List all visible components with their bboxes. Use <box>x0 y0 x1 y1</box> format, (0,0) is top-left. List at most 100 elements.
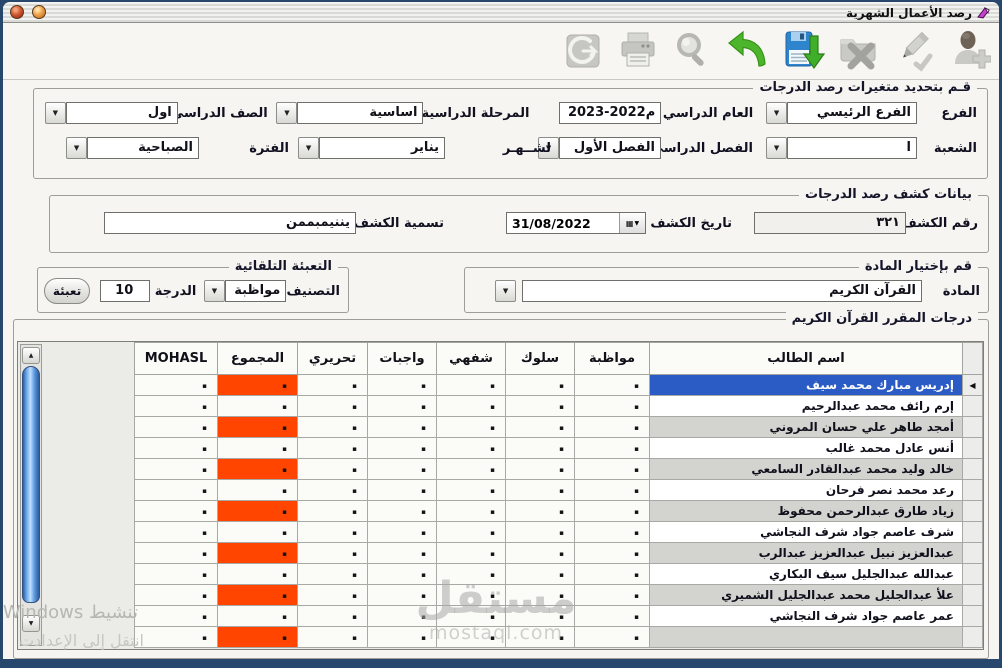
row-header[interactable] <box>962 626 983 648</box>
year-field[interactable]: 2023-2022م <box>559 102 662 124</box>
month-dropdown-icon[interactable]: ▼ <box>298 137 319 159</box>
row-header[interactable] <box>962 416 983 438</box>
add-user-icon[interactable] <box>945 27 991 75</box>
grade-cell[interactable]: ▪ <box>217 395 298 417</box>
close-button[interactable] <box>10 5 24 19</box>
grade-cell[interactable]: ▪ <box>367 626 437 648</box>
grade-cell[interactable]: ▪ <box>505 521 575 543</box>
grade-cell[interactable]: ▪ <box>297 374 368 396</box>
table-row[interactable]: خالد وليد محمد عبدالقادر السامعي ▪ ▪ ▪ ▪ ▪ ▪ ▪ <box>44 458 983 480</box>
grade-cell[interactable]: ▪ <box>297 626 368 648</box>
month-select[interactable]: يناير <box>319 137 445 159</box>
grade-cell[interactable]: ▪ <box>574 458 650 480</box>
grade-cell[interactable]: ▪ <box>505 542 575 564</box>
grade-cell[interactable]: ▪ <box>574 437 650 459</box>
branch-dropdown-icon[interactable]: ▼ <box>766 102 787 124</box>
table-row[interactable]: عمر عاصم جواد شرف النجاشي ▪ ▪ ▪ ▪ ▪ ▪ ▪ <box>44 605 983 627</box>
subject-dropdown-icon[interactable]: ▼ <box>495 280 516 302</box>
grade-cell[interactable]: ▪ <box>436 521 506 543</box>
period-dropdown-icon[interactable]: ▼ <box>66 137 87 159</box>
grade-cell[interactable]: ▪ <box>436 374 506 396</box>
grade-cell[interactable]: ▪ <box>505 437 575 459</box>
student-name-cell[interactable] <box>649 626 963 648</box>
section-dropdown-icon[interactable]: ▼ <box>766 137 787 159</box>
grade-cell[interactable]: ▪ <box>505 605 575 627</box>
column-header[interactable]: واجبات <box>367 342 437 375</box>
semester-select[interactable]: الفصل الأول <box>559 137 661 159</box>
grade-cell[interactable]: ▪ <box>574 500 650 522</box>
print-icon[interactable] <box>615 27 661 75</box>
grade-cell[interactable]: ▪ <box>134 542 218 564</box>
grade-cell[interactable]: ▪ <box>297 437 368 459</box>
grade-cell[interactable]: ▪ <box>436 542 506 564</box>
grade-cell[interactable]: ▪ <box>436 605 506 627</box>
grade-cell[interactable]: ▪ <box>297 479 368 501</box>
grade-cell[interactable]: ▪ <box>367 521 437 543</box>
grade-cell[interactable]: ▪ <box>505 563 575 585</box>
grade-cell[interactable]: ▪ <box>505 395 575 417</box>
grade-cell[interactable]: ▪ <box>505 500 575 522</box>
table-row[interactable]: علأ عبدالجليل محمد عبدالجليل الشميري ▪ ▪ ▪ ▪… <box>44 584 983 606</box>
delete-folder-x-icon[interactable] <box>835 27 881 75</box>
table-row[interactable]: إرم رائف محمد عبدالرحيم ▪ ▪ ▪ ▪ ▪ ▪ ▪ <box>44 395 983 417</box>
grade-cell[interactable]: ▪ <box>436 500 506 522</box>
student-name-cell[interactable]: عبدالعزيز نبيل عبدالعزيز عبدالرب <box>649 542 963 564</box>
student-name-cell[interactable]: عبدالله عبدالجليل سيف البكاري <box>649 563 963 585</box>
minimize-button[interactable] <box>32 5 46 19</box>
table-row[interactable]: ▪ ▪ ▪ ▪ ▪ ▪ ▪ <box>44 626 983 648</box>
student-name-cell[interactable]: زياد طارق عبدالرحمن محفوظ <box>649 500 963 522</box>
save-floppy-icon[interactable] <box>780 27 826 75</box>
autofill-category-dropdown-icon[interactable]: ▼ <box>204 280 225 302</box>
grade-cell[interactable]: ▪ <box>217 542 298 564</box>
grade-cell[interactable]: ▪ <box>367 605 437 627</box>
grade-cell[interactable]: ▪ <box>367 542 437 564</box>
grade-cell[interactable]: ▪ <box>574 395 650 417</box>
sheet-date-value[interactable]: 31/08/2022 <box>512 215 591 231</box>
stage-select[interactable]: اساسية <box>297 102 424 124</box>
grade-cell[interactable]: ▪ <box>505 374 575 396</box>
grade-cell[interactable]: ▪ <box>217 500 298 522</box>
table-row[interactable]: شرف عاصم جواد شرف النجاشي ▪ ▪ ▪ ▪ ▪ ▪ ▪ <box>44 521 983 543</box>
column-header[interactable]: MOHASL <box>134 342 218 375</box>
grade-cell[interactable]: ▪ <box>217 521 298 543</box>
grade-cell[interactable]: ▪ <box>436 479 506 501</box>
edit-pencil-icon[interactable] <box>890 27 936 75</box>
grade-cell[interactable]: ▪ <box>574 374 650 396</box>
column-header[interactable]: تحريري <box>297 342 368 375</box>
table-row[interactable]: رعد محمد نصر فرحان ▪ ▪ ▪ ▪ ▪ ▪ ▪ <box>44 479 983 501</box>
grade-cell[interactable]: ▪ <box>574 479 650 501</box>
row-header[interactable] <box>962 395 983 417</box>
autofill-category-select[interactable]: مواظبة <box>224 280 287 302</box>
student-name-cell[interactable]: رعد محمد نصر فرحان <box>649 479 963 501</box>
row-header[interactable]: ◀ <box>962 374 983 396</box>
grade-cell[interactable]: ▪ <box>367 437 437 459</box>
grade-cell[interactable]: ▪ <box>505 416 575 438</box>
grade-cell[interactable]: ▪ <box>134 563 218 585</box>
exit-icon[interactable] <box>560 27 606 75</box>
grade-cell[interactable]: ▪ <box>217 626 298 648</box>
grade-cell[interactable]: ▪ <box>297 416 368 438</box>
sheet-date-picker[interactable]: 31/08/2022 ▦ ▼ <box>506 212 646 234</box>
scrollbar-thumb[interactable] <box>22 366 40 603</box>
grade-cell[interactable]: ▪ <box>505 626 575 648</box>
grade-cell[interactable]: ▪ <box>297 500 368 522</box>
scroll-up-icon[interactable]: ▲ <box>22 347 40 364</box>
grade-cell[interactable]: ▪ <box>367 500 437 522</box>
grade-cell[interactable]: ▪ <box>297 542 368 564</box>
grade-cell[interactable]: ▪ <box>436 458 506 480</box>
grade-select[interactable]: اول <box>65 102 178 124</box>
sheet-name-field[interactable]: يننيمبممن <box>104 212 356 234</box>
row-header[interactable] <box>962 542 983 564</box>
row-header[interactable] <box>962 479 983 501</box>
calendar-dropdown-icon[interactable]: ▦ ▼ <box>619 213 645 233</box>
grade-cell[interactable]: ▪ <box>217 458 298 480</box>
row-header[interactable] <box>962 437 983 459</box>
grade-cell[interactable]: ▪ <box>217 584 298 606</box>
grade-cell[interactable]: ▪ <box>367 563 437 585</box>
grade-cell[interactable]: ▪ <box>436 437 506 459</box>
grade-cell[interactable]: ▪ <box>217 563 298 585</box>
grade-cell[interactable]: ▪ <box>505 479 575 501</box>
row-header[interactable] <box>962 605 983 627</box>
table-row[interactable]: ◀ إدريس مبارك محمد سيف ▪ ▪ ▪ ▪ ▪ ▪ ▪ <box>44 374 983 396</box>
grade-cell[interactable]: ▪ <box>436 416 506 438</box>
